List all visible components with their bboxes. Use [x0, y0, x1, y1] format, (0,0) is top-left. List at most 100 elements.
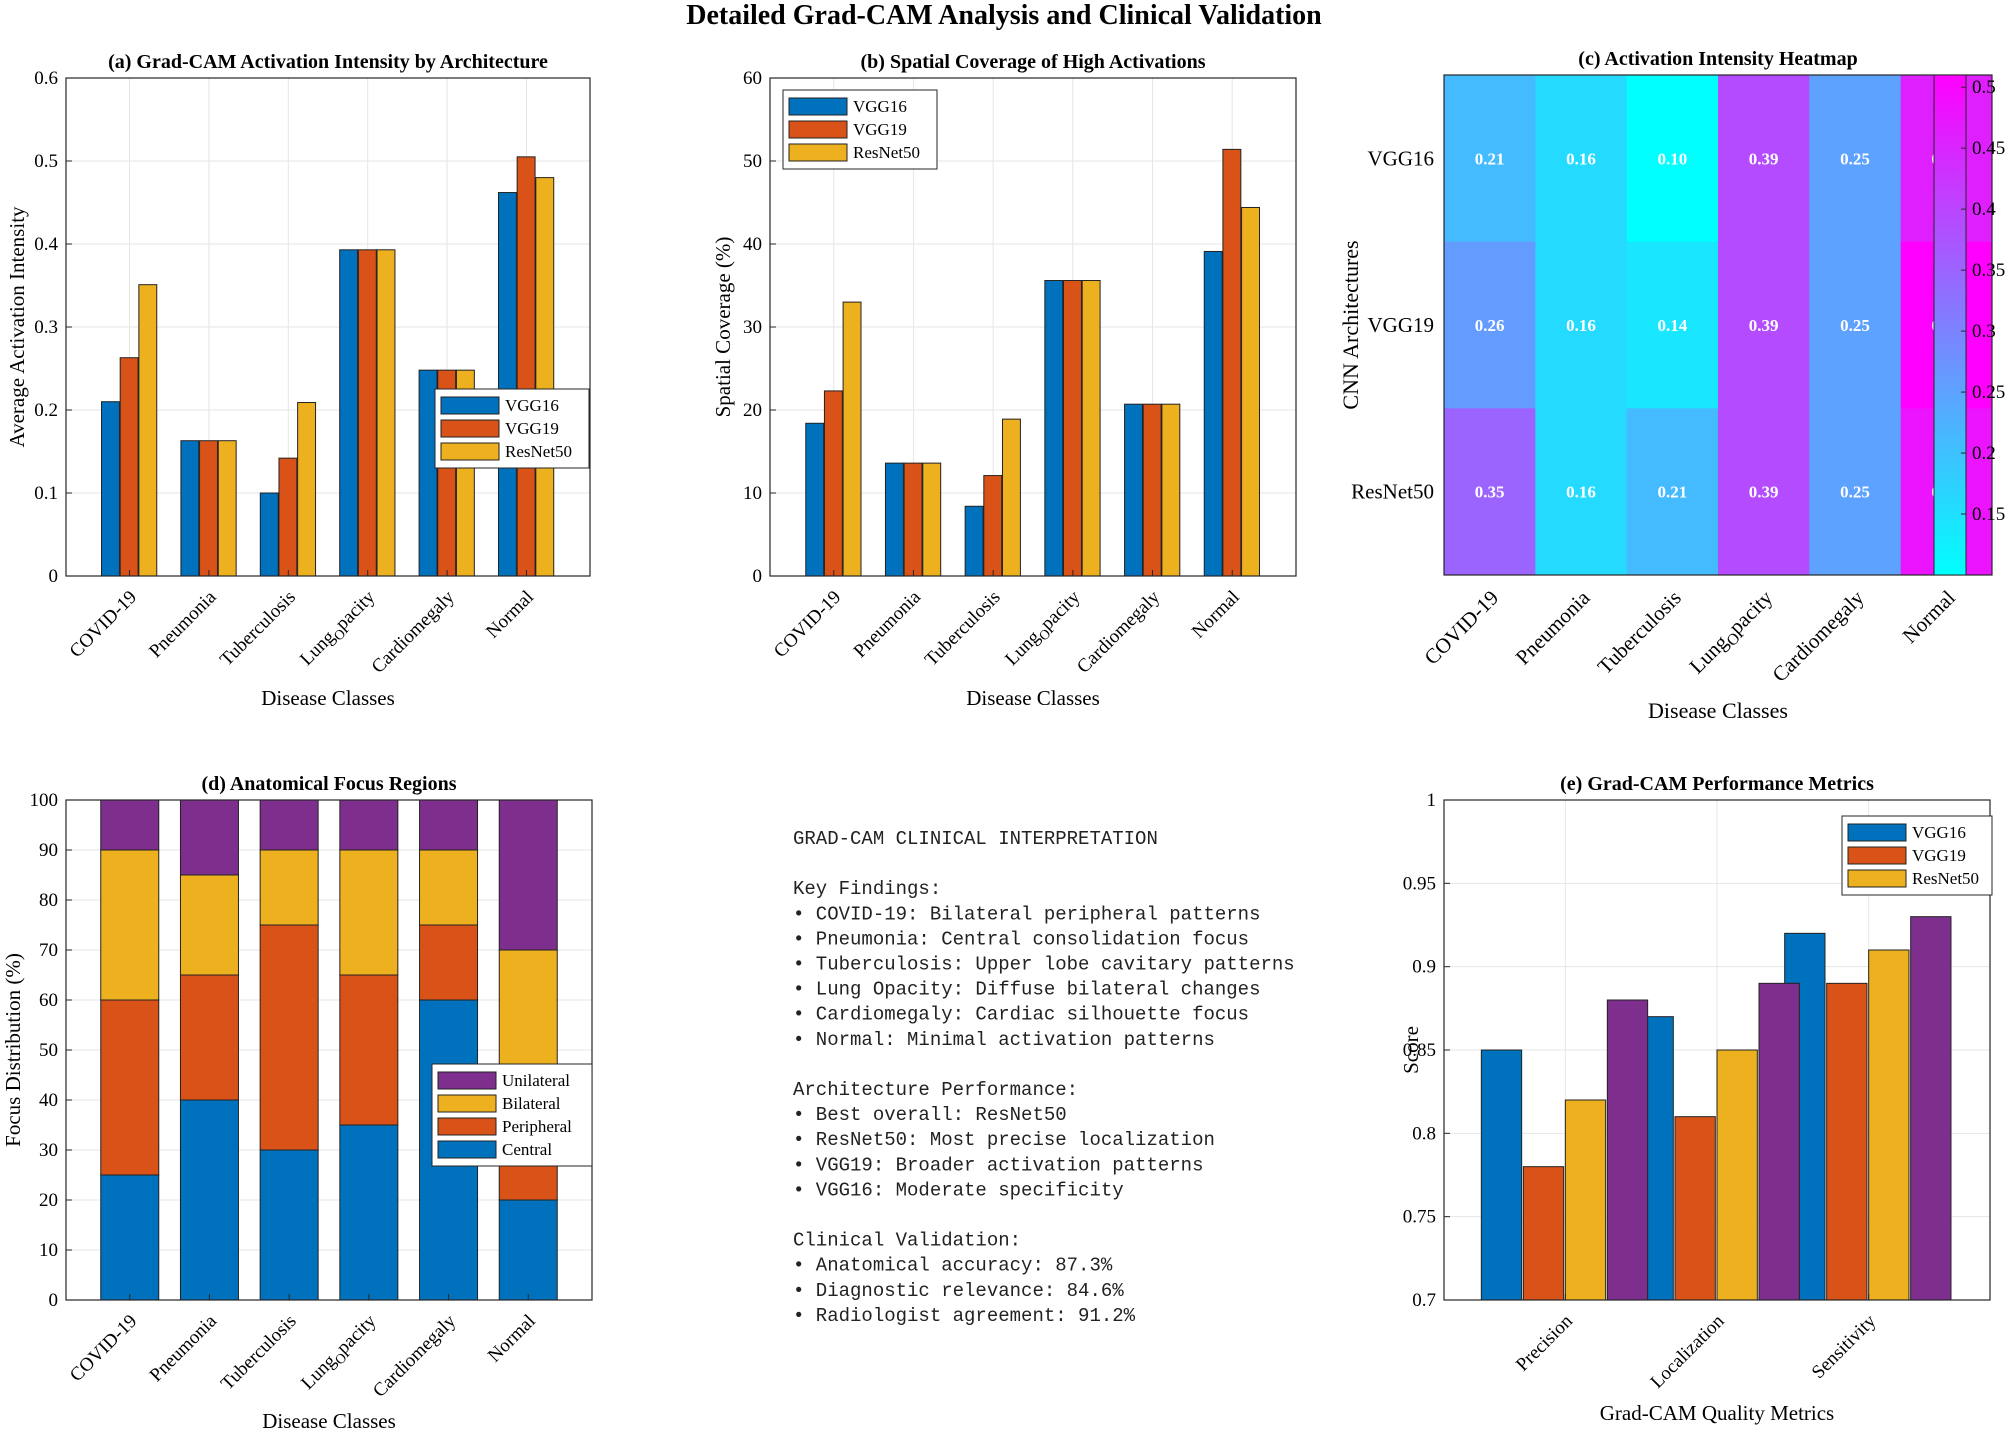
- chart-title: (e) Grad-CAM Performance Metrics: [1560, 773, 1874, 795]
- y-tick-label: 20: [39, 1190, 58, 1211]
- x-axis-label: Disease Classes: [1648, 698, 1788, 723]
- panel-a-chart: 0 0.1 0.2 0.3 0.4 0.5 0.6 COVID-19 PneumoniaTube…: [5, 51, 591, 710]
- y-tick-label: 90: [39, 840, 58, 861]
- heatmap-cell-vgg16-covid-19: [1444, 75, 1536, 243]
- bar-vgg19-cardiomegaly: [1142, 403, 1162, 577]
- y-tick-label: 0.85: [1403, 1040, 1436, 1061]
- bar-vgg16-lung-opacity: [339, 249, 359, 577]
- x-axis-label: Disease Classes: [262, 1409, 396, 1430]
- bar-unilateral-cardiomegaly: [419, 799, 479, 851]
- legend-swatch-central: [437, 1140, 497, 1159]
- y-tick-label: 0.8: [1412, 1123, 1436, 1144]
- heatmap-cell-resnet50-covid-19: [1444, 408, 1536, 576]
- interpretation-line: • Best overall: ResNet50: [793, 1104, 1067, 1126]
- bar-vgg16-pneumonia: [884, 462, 904, 577]
- interpretation-line: • Radiologist agreement: 91.2%: [793, 1305, 1136, 1327]
- y-tick-label: 0.2: [34, 400, 58, 421]
- bar-resnet50-precision: [1564, 1099, 1607, 1301]
- bar-bilateral-pneumonia: [179, 874, 239, 976]
- y-tick-label: 1: [1427, 790, 1437, 811]
- bar-vgg16-lung-opacity: [1044, 280, 1064, 577]
- y-tick-label: 0.3: [34, 317, 58, 338]
- bar-peripheral-covid-19: [100, 999, 160, 1176]
- legend: Unilateral Bilateral Peripheral Central: [431, 1063, 593, 1167]
- bar-bilateral-tuberculosis: [259, 849, 319, 926]
- heatmap-cell-vgg19-lung-opacity: [1718, 241, 1810, 409]
- x-tick-label: Cardiomegaly: [368, 586, 459, 677]
- x-tick-label: Pneumonia: [850, 586, 926, 662]
- legend-label-resnet50: ResNet50: [1912, 869, 1979, 888]
- x-axis-label: Grad-CAM Quality Metrics: [1600, 1401, 1834, 1425]
- bar-resnet50-normal: [535, 177, 555, 577]
- heatmap-column-label: Pneumonia: [1511, 585, 1595, 669]
- chart-title: (b) Spatial Coverage of High Activations: [861, 51, 1206, 73]
- interpretation-line: • ResNet50: Most precise localization: [793, 1129, 1215, 1151]
- legend-label-peripheral: Peripheral: [502, 1117, 572, 1136]
- heatmap-column-label: Cardiomegaly: [1767, 585, 1868, 686]
- legend: VGG16 VGG19 ResNet50: [434, 388, 590, 469]
- x-tick-label: Tuberculosis: [216, 587, 300, 671]
- bar-bilateral-cardiomegaly: [419, 849, 479, 926]
- chart-title: (d) Anatomical Focus Regions: [202, 773, 457, 795]
- legend-swatch-bilateral: [437, 1094, 497, 1113]
- x-axis-label: Disease Classes: [261, 686, 395, 710]
- bar-vgg16-tuberculosis: [964, 505, 984, 577]
- y-tick-label: 50: [39, 1040, 58, 1061]
- figure-title: Detailed Grad-CAM Analysis and Clinical …: [686, 0, 1322, 31]
- bar-resnet50-covid-19: [842, 301, 862, 577]
- bar-vgg19-lung-opacity: [1063, 280, 1082, 577]
- heatmap-frame: [1443, 74, 1993, 576]
- x-tick-label: Precision: [1512, 1310, 1577, 1375]
- bar-resnet50-localization: [1716, 1049, 1758, 1301]
- interpretation-line: • VGG19: Broader activation patterns: [793, 1154, 1203, 1176]
- heatmap-cell-label: 0.10: [1657, 149, 1687, 168]
- x-tick-label: Tuberculosis: [921, 587, 1005, 671]
- bar-bilateral-lung-opacity: [339, 849, 399, 976]
- bar-unilateral-tuberculosis: [259, 799, 319, 851]
- colorbar-tick-label: 0.45: [1972, 138, 2005, 159]
- x-tick-label: COVID-19: [66, 1311, 141, 1386]
- y-tick-label: 0.7: [1412, 1290, 1436, 1311]
- bar-resnet50-tuberculosis: [297, 402, 317, 577]
- y-tick-label: 80: [39, 890, 58, 911]
- heatmap-cell-resnet50-cardiomegaly: [1809, 408, 1902, 576]
- legend-label-vgg16: VGG16: [505, 396, 559, 415]
- bar-series-4-localization: [1758, 982, 1800, 1301]
- heatmap-cell-vgg19-cardiomegaly: [1809, 241, 1902, 409]
- colorbar-tick-label: 0.4: [1972, 199, 1996, 220]
- bar-central-pneumonia: [179, 1099, 239, 1301]
- colorbar-tick-label: 0.15: [1972, 504, 2005, 525]
- heatmap-cell-label: 0.25: [1840, 316, 1870, 335]
- heatmap-row-label: VGG16: [1368, 146, 1435, 170]
- interpretation-line: GRAD-CAM CLINICAL INTERPRETATION: [793, 828, 1158, 850]
- bar-resnet50-pneumonia: [922, 462, 942, 577]
- bar-vgg16-covid-19: [101, 401, 120, 577]
- x-axis-label: Disease Classes: [966, 686, 1100, 710]
- heatmap-column-label: Tuberculosis: [1593, 586, 1686, 679]
- interpretation-line: • Anatomical accuracy: 87.3%: [793, 1255, 1113, 1277]
- y-axis-label: CNN Architectures: [1338, 240, 1363, 409]
- axes-frame: [769, 77, 1297, 577]
- heatmap-cell-vgg16-pneumonia: [1535, 75, 1628, 243]
- bar-central-normal: [498, 1199, 558, 1301]
- y-tick-label: 50: [743, 151, 762, 172]
- legend-label-bilateral: Bilateral: [502, 1094, 561, 1113]
- bar-vgg19-covid-19: [823, 390, 843, 577]
- x-tick-label: Cardiomegaly: [1073, 586, 1164, 677]
- axes-frame: [65, 799, 593, 1301]
- legend: VGG16 VGG19 ResNet50: [782, 89, 938, 170]
- bar-vgg16-normal: [1203, 250, 1223, 577]
- legend-swatch-resnet50: [1847, 869, 1907, 888]
- bar-vgg19-pneumonia: [199, 440, 218, 577]
- legend-label-vgg19: VGG19: [505, 419, 559, 438]
- y-axis-label: Average Activation Intensity: [5, 206, 29, 448]
- interpretation-line: Clinical Validation:: [793, 1230, 1021, 1252]
- interpretation-line: • Tuberculosis: Upper lobe cavitary patt…: [793, 954, 1295, 976]
- y-tick-label: 100: [30, 790, 59, 811]
- interpretation-line: • Lung Opacity: Diffuse bilateral change…: [793, 979, 1260, 1001]
- legend-label-central: Central: [502, 1140, 552, 1159]
- interpretation-line: • Cardiomegaly: Cardiac silhouette focus: [793, 1004, 1249, 1026]
- bar-vgg19-normal: [1222, 148, 1242, 577]
- y-axis-label: Focus Distribution (%): [1, 953, 25, 1147]
